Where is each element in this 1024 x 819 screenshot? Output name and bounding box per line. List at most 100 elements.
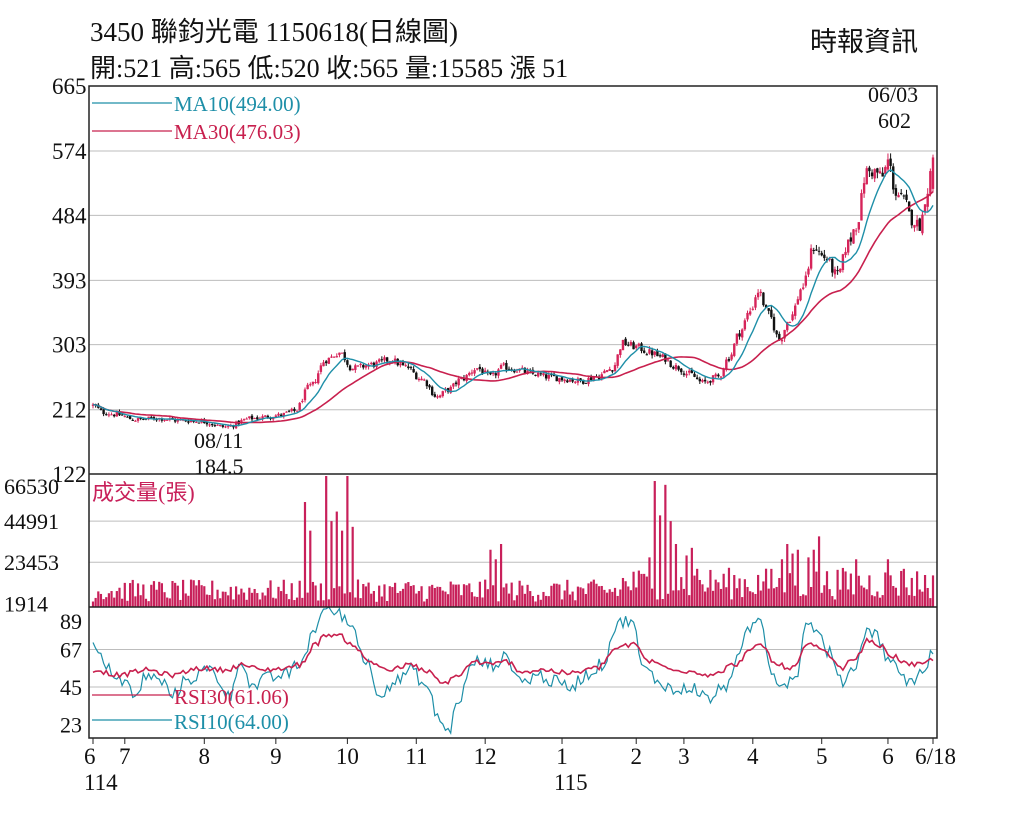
volume-bar [757,574,760,607]
volume-bar [510,582,513,607]
candle-body [150,416,153,418]
candle-body [611,370,614,372]
candle-body [383,357,386,361]
candle-body [582,379,585,384]
candle-body [801,287,805,289]
volume-bar [478,581,481,607]
volume-bar [481,597,484,607]
volume-bar [855,559,858,607]
candle-body [293,408,296,411]
volume-bar [386,601,389,607]
price-tick-label: 122 [52,462,87,487]
volume-bar [783,592,786,607]
candle-body [348,365,352,371]
volume-bar [762,581,765,607]
volume-bar [367,582,370,607]
rsi10-legend-label: RSI10(64.00) [174,710,289,734]
chart-title: 3450 聯鈞光電 1150618(日線圖) [90,17,458,47]
volume-bar [733,575,736,607]
volume-bar [163,592,166,607]
candle-body [335,356,338,358]
candle-body [730,354,733,360]
volume-bar [661,598,664,607]
volume-bar [616,595,619,607]
candle-body [915,219,919,227]
x-tick-label: 8 [199,744,211,769]
x-tick-label: 6 [84,744,96,769]
candle-body [120,414,124,416]
volume-bar [484,579,487,607]
candle-body [865,168,868,185]
volume-bar [592,579,595,607]
candle-body [449,386,452,393]
volume-bar [902,568,905,607]
volume-bar [197,580,201,607]
candle-body [878,171,882,174]
volume-bar [653,481,656,607]
candle-body [359,363,362,365]
volume-bar [807,557,810,607]
volume-bar [174,582,177,607]
volume-bar [714,579,717,607]
candle-body [536,372,540,377]
volume-bar [608,589,611,607]
candle-body [695,377,699,380]
volume-bar [870,595,874,607]
peak-value-label: 602 [878,108,911,133]
candle-body [327,357,331,364]
candle-body [505,362,508,370]
volume-bar [576,586,580,607]
candle-body [727,359,731,361]
volume-bar [833,599,837,607]
candle-body [134,420,137,422]
volume-bar [436,586,439,607]
candle-body [910,209,914,226]
volume-bar [741,597,744,607]
candle-body [791,314,794,321]
candle-body [603,370,606,374]
candle-body [831,258,834,273]
candle-body [820,252,823,256]
volume-bar [248,587,251,607]
volume-bar [868,575,871,607]
candle-body [218,424,222,426]
volume-bar [322,600,325,607]
candle-body [457,378,460,386]
candle-body [118,411,121,416]
candle-body [685,373,688,376]
volume-bar [253,588,256,607]
candle-body [470,372,474,374]
candle-body [677,366,680,370]
candle-body [597,377,601,380]
volume-bar [136,583,140,607]
candle-body [147,416,150,419]
candle-body [666,359,670,361]
candle-body [608,369,611,371]
candle-body [269,418,272,420]
candle-body [635,345,638,348]
candle-body [642,350,646,353]
candle-body [656,350,659,357]
candle-body [809,248,813,269]
volume-bar [825,571,829,607]
candle-body [364,365,368,368]
volume-bar [531,596,534,607]
volume-bar [219,598,222,607]
rsi-tick-label: 45 [60,675,82,700]
candle-body [407,366,410,369]
volume-bar [571,591,574,607]
candle-body [354,365,357,370]
candle-body [380,359,384,361]
volume-bar [380,596,383,607]
candle-body [571,379,574,382]
candle-body [534,374,537,376]
candle-body [905,194,908,200]
volume-bar [184,593,187,607]
candle-body [131,419,134,421]
candle-body [452,383,455,387]
candle-body [523,368,527,373]
candle-body [301,400,304,402]
candle-body [876,168,879,173]
volume-bar [817,536,821,607]
volume-bar [473,596,476,607]
